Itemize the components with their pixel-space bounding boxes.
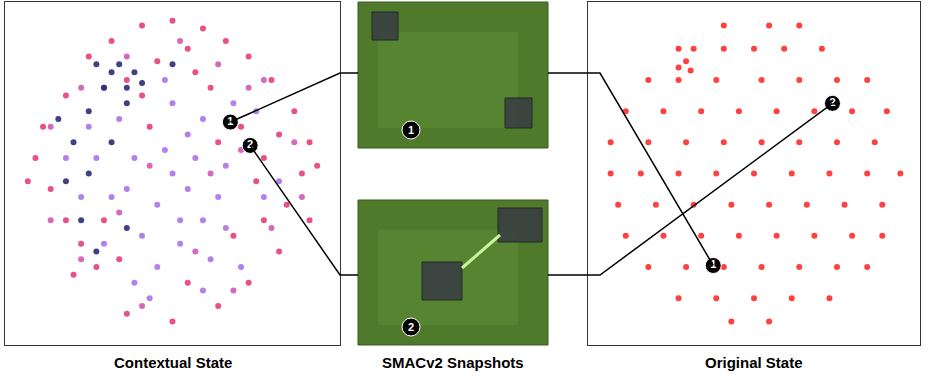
- svg-text:Contextual State: Contextual State: [114, 354, 232, 371]
- svg-text:1: 1: [408, 124, 414, 136]
- svg-text:SMACv2 Snapshots: SMACv2 Snapshots: [382, 354, 524, 371]
- svg-text:2: 2: [408, 321, 414, 333]
- svg-text:2: 2: [247, 138, 253, 150]
- svg-text:Original State: Original State: [705, 354, 803, 371]
- svg-text:1: 1: [710, 258, 716, 270]
- svg-text:2: 2: [829, 96, 835, 108]
- svg-text:1: 1: [227, 115, 233, 127]
